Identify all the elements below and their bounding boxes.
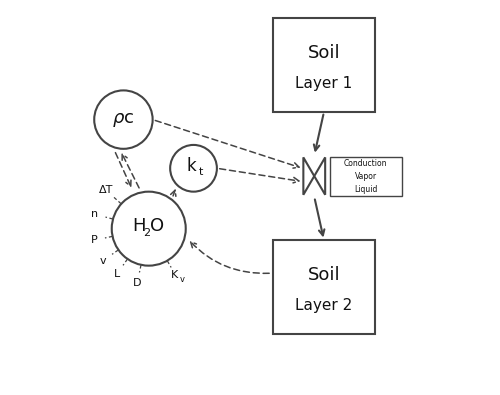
Text: v: v xyxy=(100,256,106,265)
Polygon shape xyxy=(314,157,325,195)
Bar xyxy=(274,240,374,334)
Text: n: n xyxy=(92,209,98,219)
Text: ΔT: ΔT xyxy=(98,185,113,195)
Text: Layer 2: Layer 2 xyxy=(296,298,352,313)
Text: Vapor: Vapor xyxy=(355,171,377,181)
Text: L: L xyxy=(114,269,120,279)
Bar xyxy=(274,18,374,112)
Circle shape xyxy=(170,145,217,192)
Text: Liquid: Liquid xyxy=(354,184,378,194)
Text: v: v xyxy=(180,275,184,284)
Text: t: t xyxy=(198,167,202,177)
Text: Soil: Soil xyxy=(308,266,340,284)
Text: $\rho$c: $\rho$c xyxy=(112,111,134,129)
Text: Conduction: Conduction xyxy=(344,159,388,167)
Text: P: P xyxy=(91,235,98,245)
Text: Soil: Soil xyxy=(308,44,340,62)
Bar xyxy=(330,156,402,196)
Text: D: D xyxy=(133,278,141,288)
Polygon shape xyxy=(304,157,314,195)
Circle shape xyxy=(94,90,152,149)
Text: K: K xyxy=(171,270,178,280)
Circle shape xyxy=(112,192,186,266)
Text: H: H xyxy=(132,216,146,235)
Text: Layer 1: Layer 1 xyxy=(296,76,352,91)
Text: 2: 2 xyxy=(143,228,150,237)
Text: k: k xyxy=(186,157,196,175)
Text: O: O xyxy=(150,216,164,235)
